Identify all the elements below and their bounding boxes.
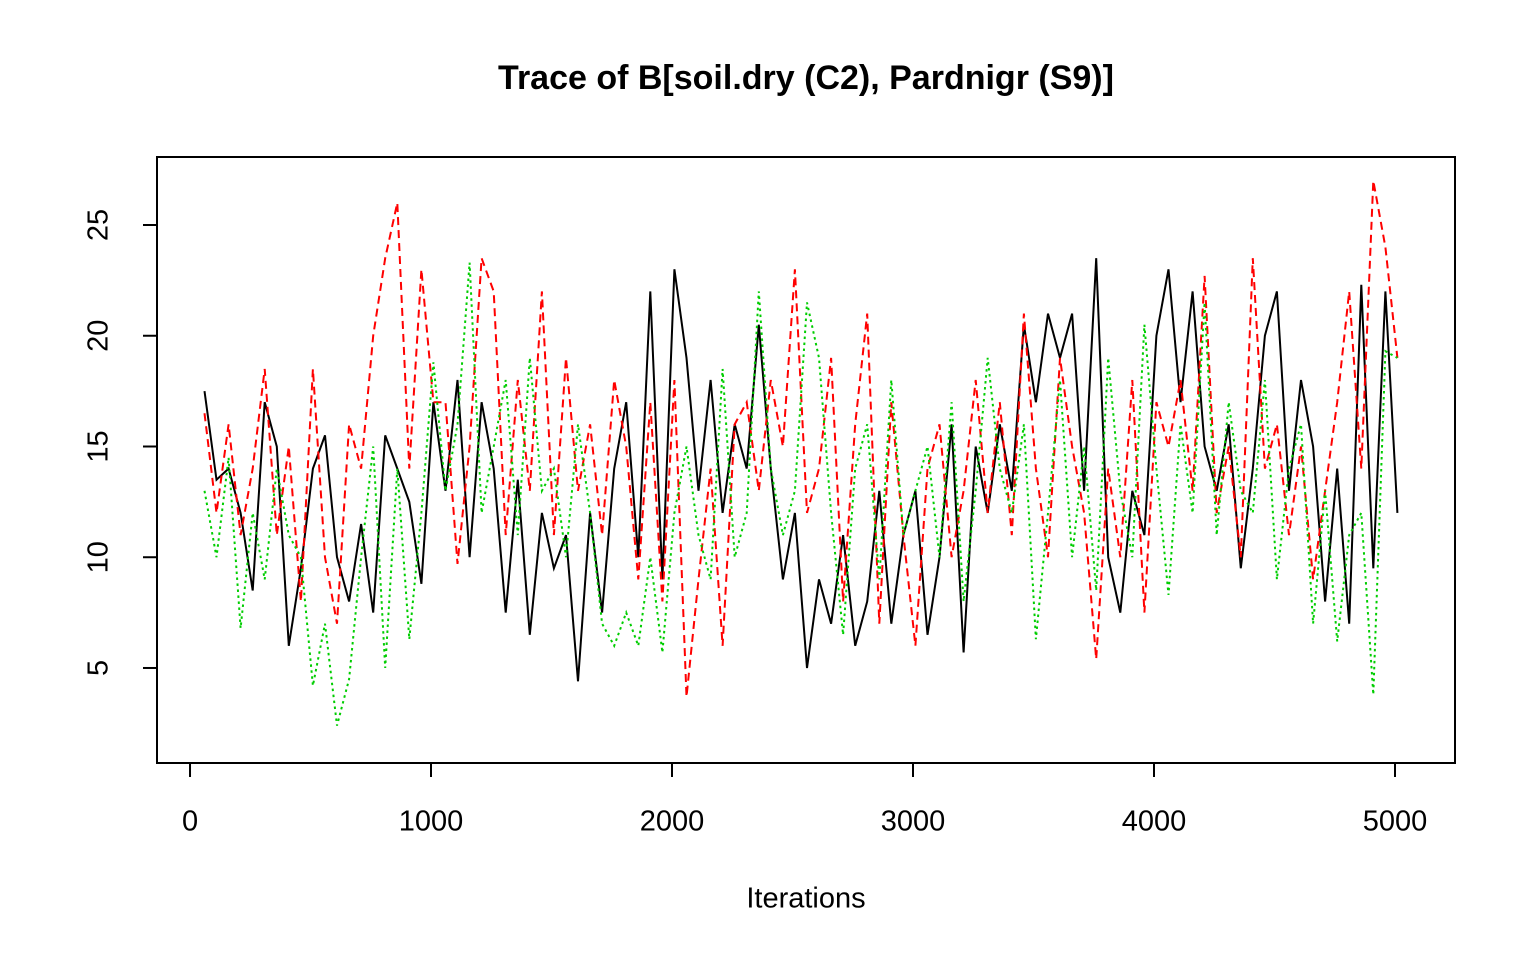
x-tick-label: 4000: [1122, 806, 1187, 838]
chain-line: [203, 180, 1399, 697]
y-tick-label: 20: [83, 320, 115, 352]
x-tick-label: 0: [182, 806, 198, 838]
chart-title: Trace of B[soil.dry (C2), Pardnigr (S9)]: [498, 59, 1114, 97]
x-tick-label: 1000: [399, 806, 464, 838]
x-tick-label: 3000: [881, 806, 946, 838]
y-tick-label: 15: [83, 430, 115, 462]
y-tick-label: 25: [83, 209, 115, 241]
x-axis-label: Iterations: [746, 883, 865, 915]
x-tick-label: 2000: [640, 806, 705, 838]
x-tick-label: 5000: [1363, 806, 1428, 838]
y-tick-label: 10: [83, 541, 115, 573]
chain-line: [203, 258, 1399, 682]
y-tick-label: 5: [83, 660, 115, 676]
plot-frame: [156, 156, 1456, 764]
chain-line: [203, 262, 1398, 726]
